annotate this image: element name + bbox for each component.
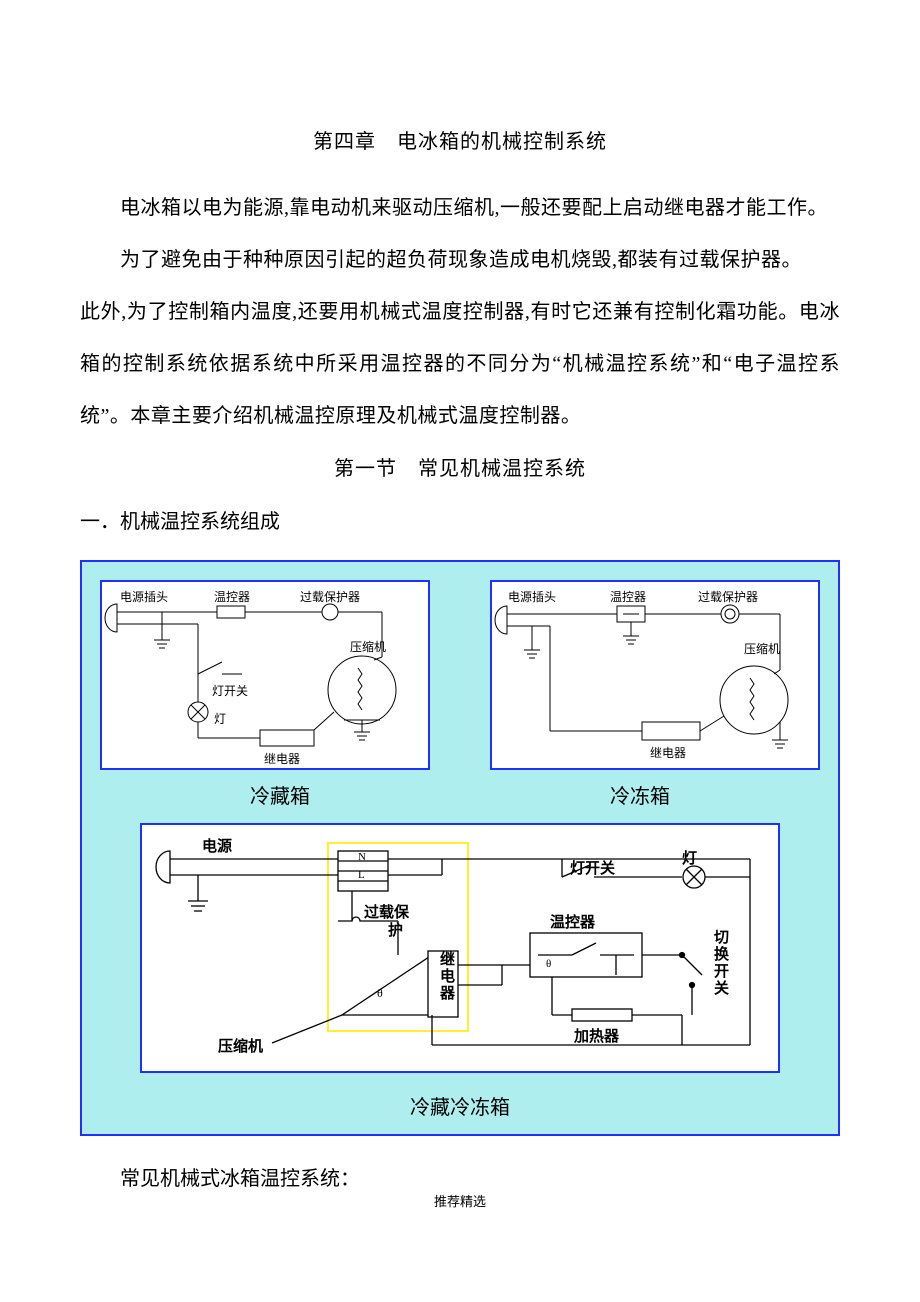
label-relay-r: 继电器 [650,744,686,761]
caption-freezer: 冷冻箱 [460,780,820,809]
paragraph-3: 此外,为了控制箱内温度,还要用机械式温度控制器,有时它还兼有控制化霜功能。电冰箱… [80,286,840,442]
closing-text: 常见机械式冰箱温控系统： [80,1162,840,1191]
label-overload-b: 护 [388,919,403,940]
caption-fridge-freezer: 冷藏冷冻箱 [100,1091,820,1120]
label-thermostat-big: 温控器 [550,911,595,932]
panel-refrigerator: 电源插头 温控器 过载保护器 压缩机 灯开关 灯 继电器 [100,580,430,770]
label-overload-r: 过载保护器 [698,588,758,605]
page-footer: 推荐精选 [0,1191,920,1210]
label-thermostat-r: 温控器 [610,588,646,605]
panel-fridge-freezer: θ θ [140,823,780,1073]
label-relay-big: 继电器 [436,951,457,1002]
svg-text:θ: θ [377,986,383,1000]
label-light-big: 灯 [682,847,697,868]
label-compressor-r: 压缩机 [744,640,780,657]
label-lightswitch-big: 灯开关 [570,857,615,878]
label-N: N [358,851,366,863]
paragraph-2: 为了避免由于种种原因引起的超负荷现象造成电机烧毁,都装有过载保护器。 [80,234,840,286]
label-power: 电源 [202,835,232,856]
section-title: 第一节 常见机械温控系统 [80,452,840,481]
label-light: 灯 [214,710,226,727]
label-heater: 加热器 [574,1025,619,1046]
label-toggle: 切换开关 [710,929,731,997]
paragraph-1: 电冰箱以电为能源,靠电动机来驱动压缩机,一般还要配上启动继电器才能工作。 [80,182,840,234]
label-L: L [358,869,365,881]
panel-freezer: 电源插头 温控器 过载保护器 压缩机 继电器 [490,580,820,770]
caption-refrigerator: 冷藏箱 [100,780,460,809]
label-overload: 过载保护器 [300,588,360,605]
label-compressor: 压缩机 [350,638,386,655]
subheading-1: 一．机械温控系统组成 [80,505,840,534]
label-plug: 电源插头 [120,588,168,605]
label-lightswitch: 灯开关 [212,682,248,699]
label-thermostat: 温控器 [214,588,250,605]
chapter-title: 第四章 电冰箱的机械控制系统 [80,125,840,154]
svg-text:θ: θ [546,958,551,970]
diagram-container: 电源插头 温控器 过载保护器 压缩机 灯开关 灯 继电器 [80,560,840,1136]
circuit-freezer [492,582,818,768]
label-relay: 继电器 [264,750,300,767]
circuit-refrigerator [102,582,428,768]
label-compressor-big: 压缩机 [218,1035,263,1056]
label-plug-r: 电源插头 [508,588,556,605]
